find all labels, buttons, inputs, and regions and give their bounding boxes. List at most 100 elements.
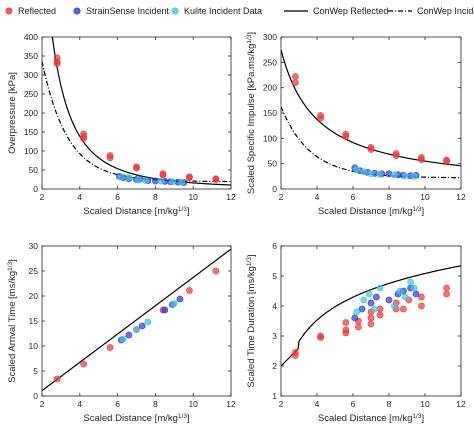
y-tick-label: 150 [263, 108, 277, 118]
y-tick-label: 400 [24, 32, 38, 42]
point-reflected [53, 375, 61, 383]
legend-item: ConWep Reflected [283, 4, 388, 18]
point-reflected [212, 176, 220, 183]
point-strainsense-incident [351, 314, 359, 322]
point-reflected [291, 79, 299, 86]
y-tick-label: 30 [29, 241, 39, 251]
point-kulite-incident-data [401, 172, 409, 180]
point-strainsense-incident [358, 305, 366, 313]
point-strainsense-incident [125, 331, 133, 339]
point-reflected [186, 287, 193, 294]
x-tick-label: 10 [188, 399, 198, 409]
point-strainsense-incident [367, 299, 375, 307]
y-axis-title: Scaled Specific Impulse [kPa.ms/kg1/3] [246, 32, 258, 194]
x-tick-label: 2 [40, 399, 45, 409]
y-tick-label: 350 [24, 51, 38, 61]
x-tick-label: 4 [77, 192, 82, 202]
legend-item: Reflected [4, 4, 56, 18]
x-tick-label: 4 [315, 192, 320, 202]
point-kulite-incident-data [360, 296, 368, 304]
x-tick-label: 10 [420, 192, 430, 202]
legend-label: Reflected [18, 6, 57, 16]
point-reflected [133, 164, 140, 172]
legend-label: ConWep Reflected [313, 6, 389, 16]
curve-conwep-reflected [51, 37, 231, 186]
legend-label: ConWep Incident [417, 6, 474, 16]
x-axis-title: Scaled Distance [m/kg1/3] [83, 413, 189, 425]
point-reflected [212, 267, 220, 275]
y-tick-label: 10 [29, 341, 39, 351]
point-reflected [443, 284, 450, 292]
x-tick-label: 12 [456, 399, 466, 409]
point-reflected [399, 305, 407, 313]
y-axis-title: Overpressure [kPa] [7, 72, 18, 154]
point-strainsense-incident [161, 306, 169, 314]
legend-swatch [284, 10, 308, 12]
legend-label: StrainSense Incident [86, 6, 170, 16]
point-reflected [291, 352, 299, 359]
chart-panel-2: 2 4 6 8 10 12 0 50 100 150 200 250 300 Scaled Distanc… [246, 32, 466, 217]
y-tick-label: 5 [33, 366, 38, 376]
point-kulite-incident-data [371, 305, 378, 313]
point-strainsense-incident [385, 296, 393, 304]
y-tick-label: 1 [272, 391, 277, 401]
point-strainsense-incident [138, 322, 146, 330]
point-reflected [106, 344, 114, 351]
curve-conwep-duration [281, 265, 461, 367]
point-reflected [367, 146, 375, 153]
y-tick-label: 0 [33, 184, 38, 194]
point-kulite-incident-data [390, 171, 398, 179]
y-tick-label: 50 [29, 165, 39, 175]
y-tick-label: 200 [24, 108, 38, 118]
point-reflected [443, 157, 450, 165]
point-kulite-incident-data [133, 326, 140, 333]
x-tick-label: 6 [115, 192, 120, 202]
y-tick-label: 15 [29, 316, 39, 326]
y-tick-label: 3 [272, 331, 277, 341]
point-reflected [317, 114, 324, 122]
x-tick-label: 4 [77, 399, 82, 409]
y-tick-label: 250 [24, 89, 38, 99]
point-kulite-incident-data [353, 308, 360, 316]
x-tick-label: 6 [351, 192, 356, 202]
y-axis-title: Scaled Time Duration [ms/kg1/3] [246, 254, 258, 387]
point-reflected [354, 323, 362, 331]
plot-frame [280, 245, 462, 397]
point-reflected [417, 302, 425, 310]
point-reflected [291, 73, 299, 80]
legend-label: Kulite Incident Data [184, 6, 263, 16]
x-axis-title: Scaled Distance [m/kg1/3] [318, 413, 424, 425]
y-tick-label: 300 [263, 32, 277, 42]
point-reflected [367, 320, 375, 328]
x-tick-label: 4 [315, 399, 320, 409]
point-reflected [367, 314, 375, 322]
point-reflected [53, 60, 61, 67]
plot-frame [280, 36, 462, 190]
point-kulite-incident-data [178, 178, 186, 186]
x-axis-title: Scaled Distance [m/kg1/3] [318, 206, 424, 218]
chart-panel-1: 2 4 6 8 10 12 0 50 100 150 200 250 300 350 400 Scaled D… [7, 32, 236, 217]
point-kulite-incident-data [142, 177, 150, 185]
point-kulite-incident-data [410, 284, 418, 292]
point-kulite-incident-data [367, 170, 375, 178]
point-kulite-incident-data [396, 287, 404, 295]
y-tick-label: 0 [33, 391, 38, 401]
point-reflected [80, 135, 87, 143]
x-tick-label: 12 [456, 192, 466, 202]
point-reflected [317, 334, 324, 341]
curve-conwep-arrival [42, 248, 231, 392]
x-tick-label: 8 [153, 399, 158, 409]
point-reflected [186, 174, 193, 181]
legend-swatch [73, 7, 81, 15]
point-kulite-incident-data [117, 173, 125, 181]
chart-panel-3: 2 4 6 8 10 12 0 5 10 15 20 25 30 Scaled Distance [m/k… [7, 241, 236, 424]
point-reflected [80, 360, 87, 368]
y-tick-label: 100 [24, 146, 38, 156]
curve-conwep-incident [281, 106, 461, 179]
point-reflected [417, 293, 425, 301]
legend-item: Kulite Incident Data [170, 4, 262, 18]
y-tick-label: 0 [272, 184, 277, 194]
x-tick-label: 12 [226, 192, 236, 202]
